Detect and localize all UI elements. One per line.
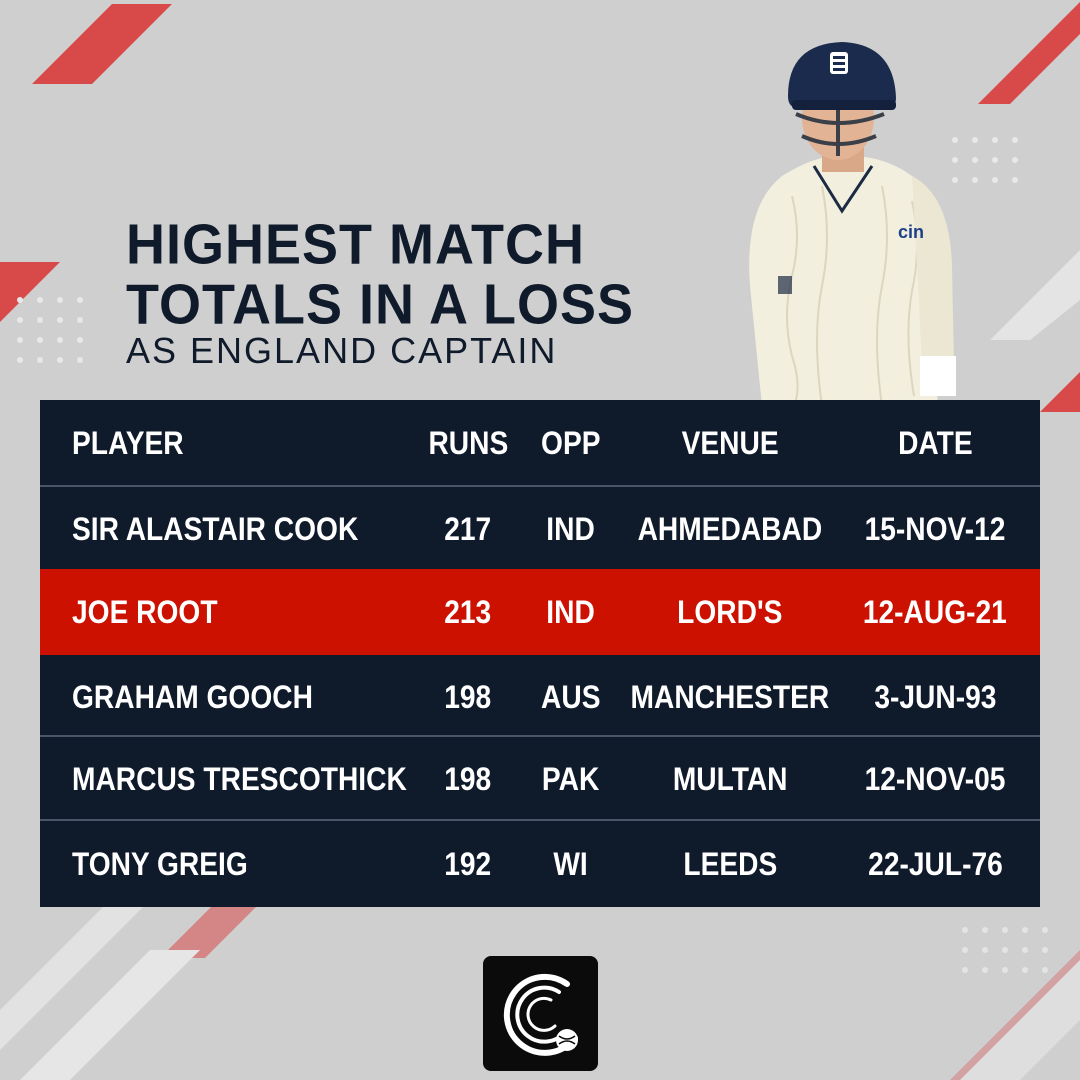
header-opp: OPP	[541, 424, 601, 461]
cell-player: MARCUS TRESCOTHICK	[72, 760, 407, 797]
cell-runs: 217	[444, 510, 492, 547]
subtitle: AS ENGLAND CAPTAIN	[126, 330, 558, 371]
header-player: PLAYER	[72, 424, 184, 461]
cell-opp: AUS	[541, 678, 601, 715]
cell-date: 3-JUN-93	[873, 678, 997, 715]
cell-player: TONY GREIG	[72, 845, 248, 882]
stats-table: PLAYER RUNS OPP VENUE DATE SIR ALASTAIR …	[40, 400, 1040, 907]
cell-runs: 213	[444, 593, 492, 630]
cell-runs: 192	[444, 845, 492, 882]
cell-player: JOE ROOT	[72, 593, 218, 630]
cell-date: 12-AUG-21	[863, 593, 1007, 630]
cell-opp: WI	[553, 845, 589, 882]
cell-date: 22-JUL-76	[867, 845, 1003, 882]
cell-venue: LORD'S	[677, 593, 783, 630]
cell-runs: 198	[444, 678, 492, 715]
cell-opp: PAK	[542, 760, 600, 797]
table-row: SIR ALASTAIR COOK 217 IND AHMEDABAD 15-N…	[40, 487, 1040, 571]
cell-runs: 198	[444, 760, 492, 797]
shirt-logo-text: cin	[898, 222, 924, 242]
cell-player: GRAHAM GOOCH	[72, 678, 313, 715]
helmet-crest-icon	[830, 52, 848, 74]
title-line-2: TOTALS IN A LOSS	[126, 273, 635, 337]
cell-venue: MULTAN	[672, 760, 788, 797]
cell-player: SIR ALASTAIR COOK	[72, 510, 359, 547]
brand-logo	[483, 956, 598, 1071]
cell-date: 15-NOV-12	[864, 510, 1006, 547]
table-row-highlighted: JOE ROOT 213 IND LORD'S 12-AUG-21	[40, 569, 1040, 655]
header-runs: RUNS	[428, 424, 508, 461]
table-row: GRAHAM GOOCH 198 AUS MANCHESTER 3-JUN-93	[40, 655, 1040, 739]
wristband	[920, 356, 956, 396]
row-divider	[40, 819, 1040, 821]
cell-date: 12-NOV-05	[864, 760, 1006, 797]
cricket-ball-logo-icon	[503, 973, 578, 1056]
cell-opp: IND	[546, 510, 596, 547]
cell-venue: MANCHESTER	[630, 678, 830, 715]
shirt-crest-icon	[778, 276, 792, 294]
cell-opp: IND	[546, 593, 596, 630]
row-divider	[40, 735, 1040, 737]
player-photo: cin	[749, 42, 956, 406]
cell-venue: AHMEDABAD	[637, 510, 823, 547]
header-date: DATE	[897, 424, 973, 461]
title-line-1: HIGHEST MATCH	[126, 213, 585, 277]
table-row: MARCUS TRESCOTHICK 198 PAK MULTAN 12-NOV…	[40, 737, 1040, 821]
table-header-row: PLAYER RUNS OPP VENUE DATE	[40, 400, 1040, 486]
header-venue: VENUE	[681, 424, 779, 461]
row-divider	[40, 485, 1040, 487]
table-row: TONY GREIG 192 WI LEEDS 22-JUL-76	[40, 821, 1040, 907]
cell-venue: LEEDS	[683, 845, 777, 882]
